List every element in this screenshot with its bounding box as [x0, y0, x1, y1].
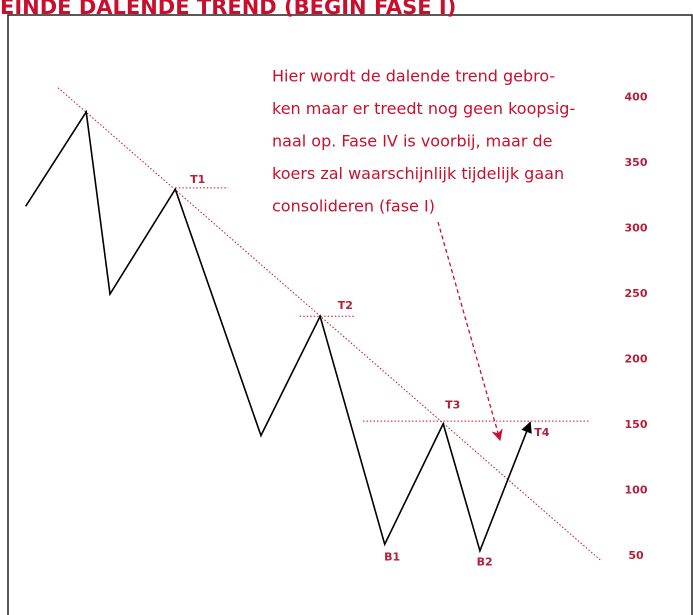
note-arrow [437, 221, 503, 442]
point-label: T3 [445, 398, 460, 411]
y-tick-label: 350 [625, 156, 648, 169]
y-tick-label: 50 [628, 549, 644, 562]
chart-title: EINDE DALENDE TREND (BEGIN FASE I) [0, 0, 456, 19]
note-line: naal op. Fase IV is voorbij, maar de [272, 132, 553, 151]
y-tick-label: 300 [625, 222, 648, 235]
note-line: Hier wordt de dalende trend gebro- [272, 67, 555, 86]
frame [7, 14, 693, 615]
note-line: koers zal waarschijnlijk tijdelijk gaan [272, 164, 564, 183]
point-label: T1 [190, 173, 205, 186]
note-line: consolideren (fase I) [272, 197, 435, 216]
price-line [25, 109, 532, 554]
y-tick-label: 400 [625, 91, 648, 104]
point-label: B1 [384, 550, 400, 563]
y-tick-label: 200 [625, 353, 648, 366]
y-tick-label: 250 [625, 287, 648, 300]
point-label: B2 [477, 556, 493, 569]
reference-line [57, 87, 601, 561]
note-line: ken maar er treedt nog geen koopsig- [272, 99, 575, 118]
point-label: T2 [338, 299, 353, 312]
point-label: T4 [534, 426, 550, 439]
y-tick-label: 100 [625, 484, 648, 497]
y-tick-label: 150 [625, 418, 648, 431]
